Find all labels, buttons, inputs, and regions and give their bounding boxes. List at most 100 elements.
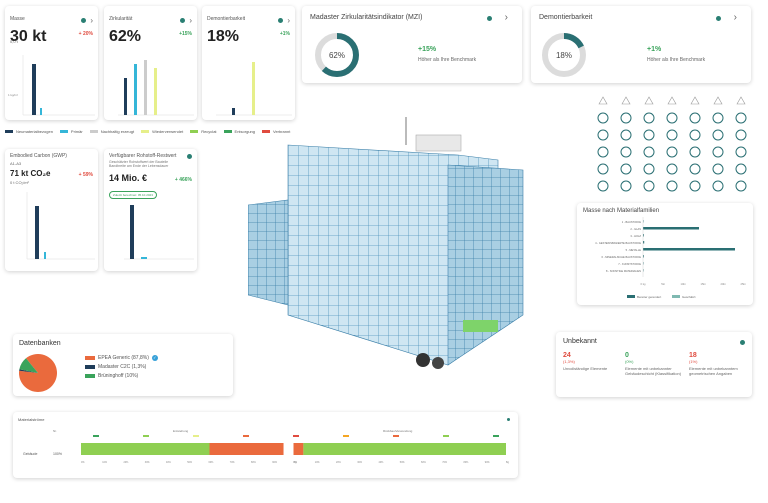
bar (35, 206, 39, 259)
progress-ring (620, 129, 632, 141)
tick-label: 10% (315, 461, 321, 464)
legend-swatch (672, 295, 680, 298)
progress-ring (666, 146, 678, 158)
pie-slice (18, 354, 57, 392)
kpi-card-carbon[interactable]: Embodied Carbon (GWP) A1-A3 71 kt CO₂e 0… (5, 149, 98, 271)
status-dot-icon (716, 16, 721, 21)
tick-label: 0% (294, 461, 298, 464)
legend-swatch (93, 435, 99, 437)
legend-swatch (143, 435, 149, 437)
kpi-card-rohstoff[interactable]: Verfügbarer Rohstoff-Restwert Geschätzte… (104, 149, 197, 271)
row-label: Gebäude (23, 452, 38, 456)
datenbanken-pie-chart (18, 354, 57, 392)
bar (154, 68, 157, 115)
bar (144, 60, 147, 115)
tick-label: 20% (124, 461, 130, 464)
legend-item: Wiederverwendet (141, 129, 183, 134)
row-label: 1 - BAUSTOFFE (622, 220, 642, 224)
kpi-delta: + 20% (78, 31, 93, 37)
tick-label: Bg (506, 461, 510, 464)
status-dot-icon (187, 153, 192, 159)
row-value: 100% (53, 452, 62, 456)
flow-segment (283, 443, 294, 455)
chevron-right-icon[interactable]: › (287, 16, 290, 25)
materialstroeme-bar: 0% 10% 20% 30% 40% 50% 60% 70% 80% 90% Bg0% 10% 20% 3… (81, 435, 510, 464)
legend-item: Neumaterialbezogen (5, 129, 53, 134)
donut-label: 18% (556, 51, 572, 60)
progress-ring (643, 180, 655, 192)
layer-icon (713, 96, 723, 105)
donut-arc (542, 33, 586, 77)
building-3d-model[interactable] (247, 105, 528, 385)
demontierbarkeit-card[interactable]: Demontierbarkeit › 18% +1% Höher als Ihr… (531, 6, 751, 83)
card-title: Demontierbarkeit (539, 14, 593, 21)
materialstroeme-card[interactable]: Materialströme Nr. Entstehung Rückbau/Ve… (13, 412, 518, 478)
tick-label: 50% (187, 461, 193, 464)
chevron-right-icon[interactable]: › (189, 16, 192, 25)
flow-segment (209, 443, 284, 455)
section-label: Rückbau/Verwendung (383, 429, 413, 433)
legend-swatch (443, 435, 449, 437)
tick-label: 5kt (661, 282, 665, 286)
donut-arc (315, 33, 359, 77)
chevron-right-icon[interactable]: › (504, 12, 508, 23)
row-label: 2 - GLAS (630, 227, 641, 231)
unbekannt-card[interactable]: Unbekannt 24 (1,3%) Unvollständige Eleme… (556, 332, 752, 397)
row-label: 8 - SONSTIGE MATERIALIEN (606, 269, 641, 273)
layer-icon (690, 96, 700, 105)
progress-ring (712, 112, 724, 124)
chevron-right-icon[interactable]: › (733, 12, 737, 23)
row-label: 6 - MINERALISCHE BAUSTOFFE (602, 255, 642, 259)
tick-label: 70% (230, 461, 236, 464)
legend-item: EPEA Generic (87,8%) ✓ (85, 355, 158, 361)
massen-chart-card[interactable]: Masse nach Materialfamilien 1 - BAUSTOFF… (577, 203, 753, 305)
status-dot-icon (507, 418, 510, 421)
tick-label: 20% (336, 461, 342, 464)
progress-ring (643, 146, 655, 158)
bar (643, 248, 735, 251)
flow-segment (81, 443, 210, 455)
legend-swatch (627, 295, 635, 298)
legend-item: Brüninghoff (10%) (85, 373, 158, 379)
progress-ring (712, 129, 724, 141)
card-title: Masse nach Materialfamilien (583, 208, 660, 214)
bar (124, 78, 127, 115)
bar (32, 64, 36, 115)
status-dot-icon (179, 18, 185, 23)
kpi-card-demontierbarkeit[interactable]: Demontierbarkeit › 18% +1% (202, 6, 295, 120)
legend-item: Primär (59, 129, 83, 134)
material-legend: Neumaterialbezogen Primär Nachhaltig erz… (5, 129, 295, 134)
tick-label: 80% (251, 461, 257, 464)
progress-ring (689, 163, 701, 175)
delta: +1% (647, 46, 662, 53)
card-title: Masse (10, 16, 25, 22)
progress-ring (620, 146, 632, 158)
card-title: Datenbanken (19, 340, 61, 347)
kpi-card-zirkularitaet[interactable]: Zirkularität › 62% +15% (104, 6, 197, 120)
row-label: 5 - METALLE (626, 248, 642, 252)
kpi-desc: Bandbreite am Ende der Lebensdauer (109, 164, 169, 168)
section-label: Entstehung (173, 429, 189, 433)
datenbanken-card[interactable]: Datenbanken EPEA Generic (87,8%) ✓ Madast… (13, 334, 233, 396)
check-icon: ✓ (151, 355, 158, 361)
kpi-sub: A1-A3 (10, 161, 22, 166)
mzi-card[interactable]: Madaster Zirkularitätsindikator (MZI) › … (302, 6, 522, 83)
unbekannt-item: 0 (0%) Elemente mit unbekannter Gebäudes… (625, 352, 682, 376)
flow-segment (293, 443, 304, 455)
kpi-value: 30 kt (10, 28, 47, 45)
chevron-right-icon[interactable]: › (90, 16, 93, 25)
status-dot-icon (80, 18, 86, 23)
tick-label: 80% (464, 461, 470, 464)
progress-ring (620, 112, 632, 124)
demont-bar-chart (216, 62, 292, 116)
kpi-card-masse[interactable]: Masse › 30 kt 0,0 t + 20% 1 kg/m² (5, 6, 98, 120)
card-title: Verfügbarer Rohstoff-Restwert (109, 153, 177, 159)
progress-ring (712, 163, 724, 175)
kpi-delta: + 466% (174, 177, 192, 183)
card-title: Embodied Carbon (GWP) (10, 153, 67, 159)
progress-ring (597, 129, 609, 141)
kpi-value: 71 kt CO₂e (10, 169, 51, 178)
mzi-donut: 62% (315, 33, 359, 77)
bar (643, 227, 699, 230)
element-icon-grid[interactable] (577, 90, 753, 195)
